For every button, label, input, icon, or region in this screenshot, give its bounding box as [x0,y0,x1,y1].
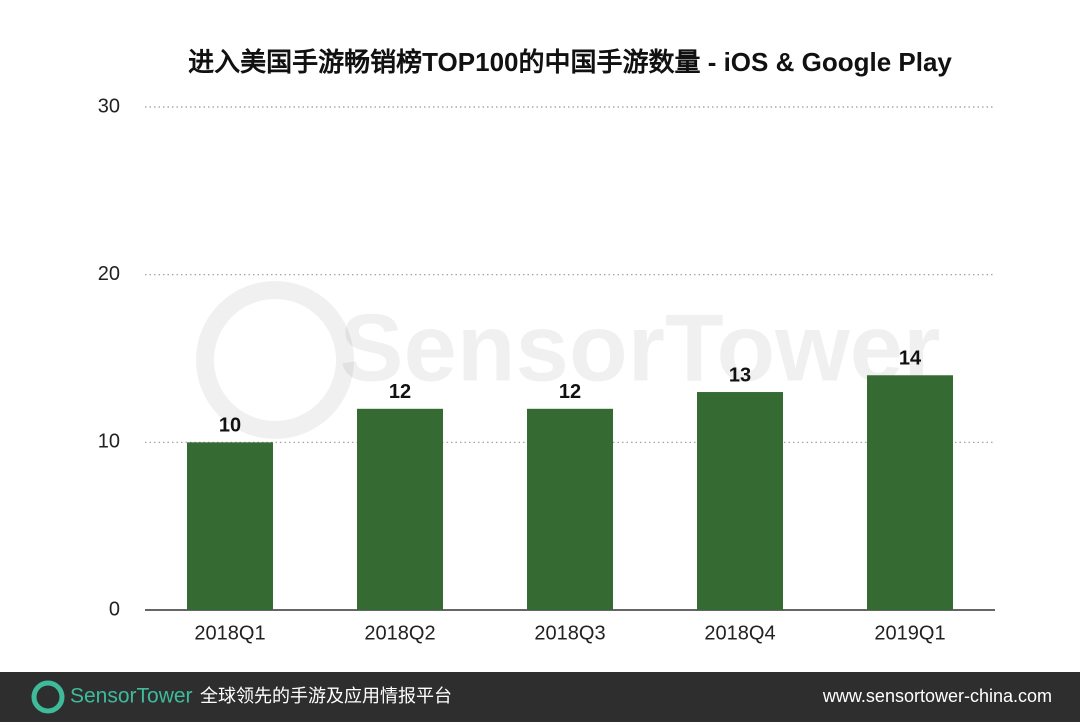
y-tick-label: 10 [98,431,120,453]
bar [527,408,613,610]
y-tick-label: 20 [98,263,120,285]
x-tick-label: 2018Q2 [364,622,435,644]
chart-title: 进入美国手游畅销榜TOP100的中国手游数量 - iOS & Google Pl… [188,47,952,77]
bar [697,392,783,610]
bar [357,408,443,610]
footer-logo [31,680,65,714]
watermark-logo [196,281,354,439]
y-tick-label: 0 [109,598,120,620]
data-label: 13 [729,364,751,386]
data-label: 12 [559,381,581,403]
bar [187,442,273,610]
data-label: 12 [389,381,411,403]
data-label: 14 [899,348,922,370]
x-tick-label: 2019Q1 [874,622,945,644]
footer-brand: SensorTower [70,685,193,708]
x-tick-label: 2018Q4 [704,622,775,644]
x-tick-label: 2018Q1 [194,622,265,644]
footer-url: www.sensortower-china.com [822,686,1052,706]
data-label: 10 [219,415,241,437]
footer-bar [0,672,1080,722]
bar [867,375,953,610]
watermark: SensorTower [339,294,940,401]
footer-tagline: 全球领先的手游及应用情报平台 [200,686,452,706]
y-tick-label: 30 [98,95,120,117]
x-tick-label: 2018Q3 [534,622,605,644]
